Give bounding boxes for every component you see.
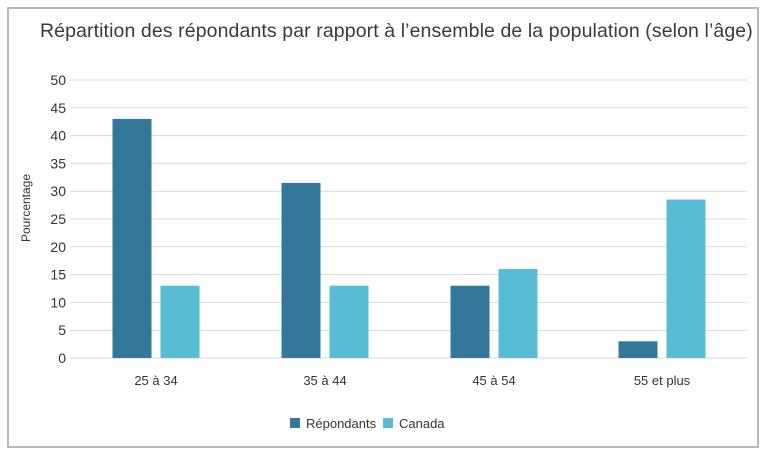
bar-r-pondants-2 (450, 285, 490, 358)
bar-canada-1 (329, 285, 369, 358)
legend-swatch (290, 418, 300, 428)
gridlines (70, 79, 747, 359)
bar-canada-2 (498, 269, 538, 358)
y-tick-label: 50 (50, 72, 66, 88)
y-tick-label: 0 (58, 350, 66, 366)
y-tick-label: 15 (50, 267, 66, 283)
y-tick-label: 5 (58, 322, 66, 338)
y-tick-label: 10 (50, 294, 66, 310)
y-tick-label: 35 (50, 155, 66, 171)
bar-canada-3 (666, 199, 706, 358)
y-axis-ticks: 0 5 10 15 20 25 30 35 40 45 50 (50, 72, 66, 366)
y-axis-label: Pourcentage (19, 174, 33, 242)
y-tick-label: 40 (50, 128, 66, 144)
legend: Répondants Canada (290, 416, 445, 431)
x-axis-ticks: 25 à 34 35 à 44 45 à 54 55 et plus (134, 373, 690, 388)
legend-swatch (383, 418, 393, 428)
legend-label: Canada (399, 416, 445, 431)
x-tick-label: 25 à 34 (134, 373, 177, 388)
chart-title: Répartition des répondants par rapport à… (40, 20, 753, 42)
x-tick-label: 45 à 54 (472, 373, 515, 388)
bar-r-pondants-0 (112, 118, 152, 358)
y-tick-label: 45 (50, 100, 66, 116)
y-tick-label: 30 (50, 183, 66, 199)
bar-r-pondants-3 (618, 341, 658, 358)
bars (112, 118, 706, 358)
y-tick-label: 20 (50, 239, 66, 255)
bar-canada-0 (160, 285, 200, 358)
x-tick-label: 35 à 44 (303, 373, 346, 388)
y-tick-label: 25 (50, 211, 66, 227)
bar-r-pondants-1 (281, 182, 321, 358)
x-tick-label: 55 et plus (634, 373, 691, 388)
legend-label: Répondants (306, 416, 377, 431)
